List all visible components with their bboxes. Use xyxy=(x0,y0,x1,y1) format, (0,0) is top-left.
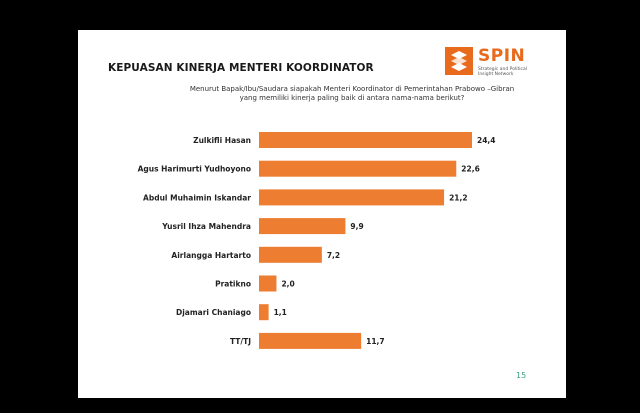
category-label: Agus Harimurti Yudhoyono xyxy=(138,165,251,174)
slide: KEPUASAN KINERJA MENTERI KOORDINATOR SPI… xyxy=(78,30,566,398)
value-label: 22,6 xyxy=(461,165,480,174)
value-label: 2,0 xyxy=(281,280,294,289)
value-label: 7,2 xyxy=(327,251,340,260)
bar xyxy=(259,332,362,349)
question-line-2: yang memiliki kinerja paling baik di ant… xyxy=(239,94,465,102)
bar xyxy=(259,132,472,148)
spin-logo: SPIN Strategic and Political Insight Net… xyxy=(444,46,554,84)
bar xyxy=(259,275,277,292)
page-number: 15 xyxy=(516,371,527,380)
bar xyxy=(259,246,322,263)
value-label: 11,7 xyxy=(366,337,385,346)
survey-question: Menurut Bapak/Ibu/Saudara siapakah Mente… xyxy=(78,85,566,103)
bar xyxy=(259,160,457,177)
category-label: Abdul Muhaimin Iskandar xyxy=(143,193,251,202)
bar-chart: Zulkifli Hasan 24,4 Agus Harimurti Yudhoyo… xyxy=(138,132,496,349)
value-label: 24,4 xyxy=(477,136,496,145)
logo-wordmark: SPIN xyxy=(478,46,526,66)
value-label: 21,2 xyxy=(449,193,468,202)
bar xyxy=(259,218,346,235)
category-label: Zulkifli Hasan xyxy=(193,136,251,145)
question-line-1: Menurut Bapak/Ibu/Saudara siapakah Mente… xyxy=(189,85,515,93)
value-label: 9,9 xyxy=(350,222,363,231)
category-label: Pratikno xyxy=(215,280,251,289)
category-label: Airlangga Hartarto xyxy=(171,251,251,260)
category-label: Yusril Ihza Mahendra xyxy=(161,222,251,231)
value-label: 1,1 xyxy=(274,308,287,317)
category-label: Djamari Chaniago xyxy=(176,308,251,317)
logo-tagline: Strategic and Political Insight Network xyxy=(478,67,527,77)
category-label: TT/TJ xyxy=(230,337,251,346)
spin-logo-icon xyxy=(445,47,473,75)
page-title: KEPUASAN KINERJA MENTERI KOORDINATOR xyxy=(108,62,374,74)
bar xyxy=(259,189,445,206)
bar xyxy=(259,304,269,321)
